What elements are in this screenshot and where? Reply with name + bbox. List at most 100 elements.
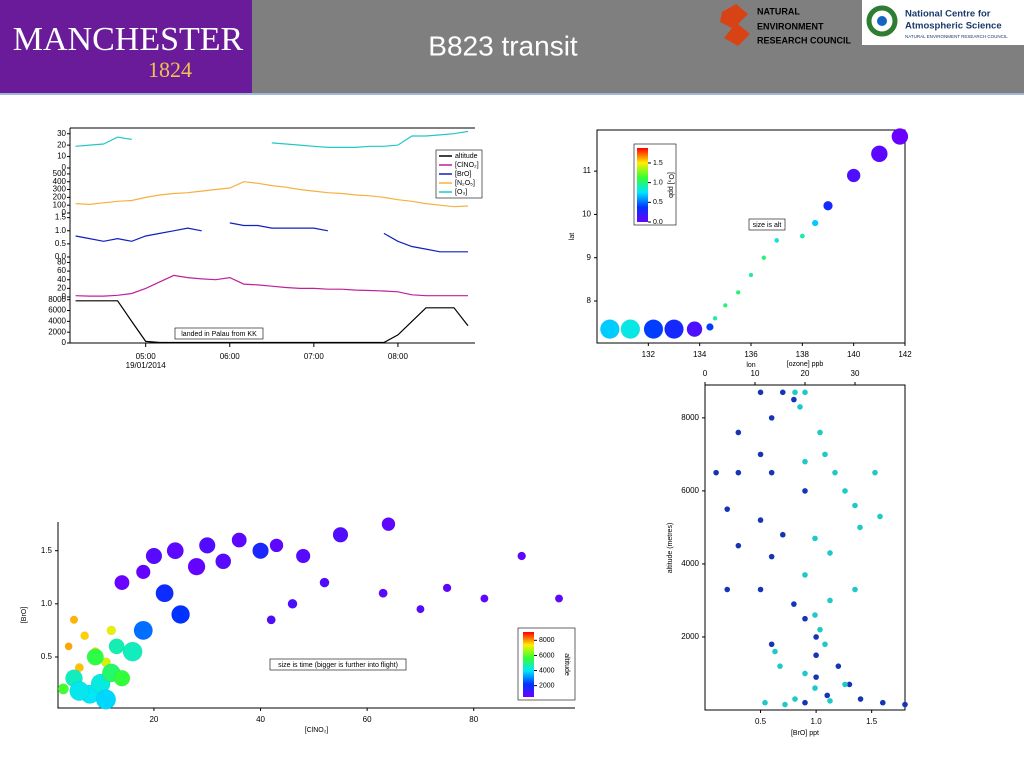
- y-tick-label: 10: [57, 152, 66, 161]
- bubble: [171, 605, 190, 624]
- bubble: [252, 542, 269, 559]
- point: [879, 699, 886, 706]
- logo-panel: [0, 0, 252, 93]
- y-tick-label: 0: [62, 292, 67, 301]
- legend-label: [ClNO₂]: [455, 162, 479, 169]
- slide-title: B823 transit: [428, 30, 578, 61]
- point: [817, 429, 823, 436]
- point: [713, 469, 719, 476]
- bubble: [86, 648, 104, 666]
- nerc-mark: [720, 4, 750, 46]
- bubble: [891, 128, 909, 145]
- point: [846, 681, 853, 688]
- bubble: [799, 233, 805, 239]
- bubble: [871, 145, 888, 163]
- bubble: [269, 538, 284, 553]
- bubble: [600, 319, 620, 339]
- point: [797, 404, 803, 410]
- y-tick-label: 2000: [681, 632, 699, 641]
- point: [857, 524, 863, 531]
- point: [835, 663, 842, 669]
- point: [872, 469, 878, 476]
- colorbar: [523, 632, 534, 697]
- bubble: [187, 557, 206, 576]
- point: [857, 696, 864, 702]
- point: [813, 652, 819, 659]
- x-tick-label: 138: [796, 350, 810, 359]
- bubble: [145, 547, 163, 565]
- legend-label: altitude: [455, 153, 478, 160]
- point: [812, 685, 818, 691]
- x-tick-sublabel: 19/01/2014: [126, 361, 167, 370]
- point: [822, 641, 828, 648]
- bubble: [287, 599, 298, 609]
- y-tick-label: 1.5: [55, 213, 67, 222]
- bubble: [620, 319, 641, 339]
- point: [792, 696, 798, 702]
- x-tick-label: 80: [469, 715, 478, 724]
- point: [782, 701, 788, 708]
- bubble: [706, 323, 714, 331]
- colorbar: [637, 148, 648, 222]
- bubble: [378, 588, 388, 598]
- axis-frame: [704, 384, 906, 711]
- x-axis-title: [ClNO₂]: [305, 727, 329, 734]
- x-tick-label: 08:00: [388, 352, 409, 361]
- bubble: [736, 290, 741, 295]
- ncas-mark: [877, 16, 887, 26]
- bubble: [686, 321, 703, 337]
- bubble: [823, 201, 833, 211]
- x-tick-label: 132: [642, 350, 656, 359]
- colorbar-title: altitude: [563, 653, 570, 676]
- x-tick-label: 60: [363, 715, 372, 724]
- bubble: [442, 583, 452, 593]
- point: [852, 586, 858, 593]
- colorbar-tick-label: 6000: [539, 652, 555, 659]
- bubble: [231, 532, 247, 548]
- bubble: [122, 641, 143, 662]
- x-tick-label: 142: [898, 350, 912, 359]
- point: [792, 389, 798, 396]
- point: [768, 415, 775, 421]
- nerc-text: NATURAL: [757, 6, 800, 16]
- ncas-logo: National Centre for Atmospheric Science …: [862, 0, 1024, 45]
- nerc-text: RESEARCH COUNCIL: [757, 35, 852, 45]
- legend-label: [O₃]: [455, 189, 467, 196]
- point: [822, 451, 828, 458]
- point: [817, 626, 823, 633]
- bubble: [416, 605, 425, 614]
- bubble: [215, 553, 232, 570]
- x-tick-label: 20: [149, 715, 158, 724]
- x-tick-label: 1.5: [866, 717, 878, 726]
- bubble: [69, 615, 79, 624]
- x-tick-label: 1.0: [811, 717, 823, 726]
- y-tick-label: 500: [53, 169, 67, 178]
- bubble: [155, 584, 174, 603]
- point: [724, 506, 731, 512]
- point: [877, 513, 883, 520]
- point: [824, 692, 831, 699]
- annotation: size is time (bigger is further into fli…: [278, 662, 398, 669]
- logo-name: MANCHESTER: [13, 21, 244, 58]
- annotation-box: [748, 218, 786, 231]
- point: [812, 535, 818, 542]
- bubble: [69, 681, 90, 701]
- y-tick-label: 0.5: [55, 239, 67, 248]
- y-tick-label: 0: [62, 338, 67, 347]
- point: [842, 681, 848, 688]
- y-tick-label: 300: [53, 185, 67, 194]
- point: [777, 663, 783, 669]
- x-tick-label: 136: [744, 350, 758, 359]
- y-tick-label: 0.0: [55, 252, 67, 261]
- series-line: [75, 300, 469, 344]
- ncas-text: NATURAL ENVIRONMENT RESEARCH COUNCIL: [905, 34, 1008, 39]
- y-tick-label: 0.5: [41, 652, 53, 661]
- y-tick-label: 8000: [48, 295, 66, 304]
- bubble: [108, 638, 125, 655]
- point: [802, 458, 808, 465]
- y-tick-label: 60: [57, 266, 66, 275]
- annotation: size is alt: [753, 222, 782, 229]
- point: [842, 488, 848, 494]
- axis-frame: [57, 522, 575, 709]
